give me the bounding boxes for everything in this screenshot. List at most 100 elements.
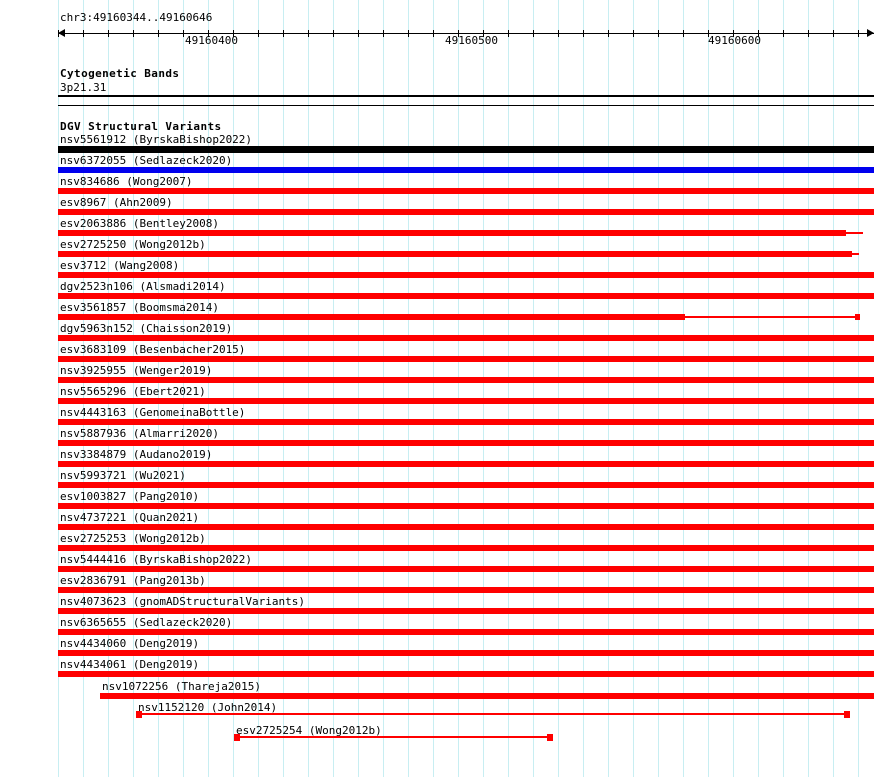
variant-bar[interactable]	[58, 335, 874, 341]
grid-line	[758, 0, 759, 777]
ruler-tick	[333, 30, 334, 37]
grid-line	[608, 0, 609, 777]
variant-bar[interactable]	[58, 398, 874, 404]
ruler-tick	[433, 30, 434, 37]
ruler-tick	[133, 30, 134, 37]
variant-bar[interactable]	[234, 736, 547, 738]
locus-label: chr3:49160344..49160646	[60, 11, 213, 24]
track-title-dgv-structural-variants: DGV Structural Variants	[60, 120, 222, 133]
grid-line	[58, 0, 59, 777]
grid-line	[808, 0, 809, 777]
ruler-tick	[533, 30, 534, 37]
variant-bar[interactable]	[58, 482, 874, 488]
grid-line	[358, 0, 359, 777]
ruler-tick	[733, 30, 734, 37]
variant-bar[interactable]	[58, 587, 874, 593]
variant-label: esv3561857 (Boomsma2014)	[60, 301, 219, 314]
ruler-tick	[308, 30, 309, 37]
variant-bar[interactable]	[58, 188, 874, 194]
grid-line	[258, 0, 259, 777]
variant-bar[interactable]	[58, 608, 874, 614]
ruler-tick	[383, 30, 384, 37]
ruler-tick	[633, 30, 634, 37]
ruler-tick	[833, 30, 834, 37]
ruler-tick	[483, 30, 484, 37]
variant-bar[interactable]	[58, 671, 874, 677]
ruler-tick	[183, 30, 184, 37]
variant-label: esv2836791 (Pang2013b)	[60, 574, 206, 587]
variant-label: nsv5561912 (ByrskaBishop2022)	[60, 133, 253, 146]
grid-line	[208, 0, 209, 777]
arrow-right-icon[interactable]	[867, 29, 874, 37]
variant-bar[interactable]	[58, 209, 874, 215]
variant-bar[interactable]	[846, 232, 863, 234]
variant-label: esv2725253 (Wong2012b)	[60, 532, 206, 545]
variant-bar[interactable]	[58, 293, 874, 299]
ruler-tick	[233, 30, 234, 37]
variant-bar[interactable]	[685, 316, 855, 318]
ruler-tick-label: 49160400	[185, 34, 238, 47]
ruler-tick	[783, 30, 784, 37]
grid-line	[783, 0, 784, 777]
cytoband-bar	[58, 95, 874, 97]
grid-line	[333, 0, 334, 777]
variant-bar[interactable]	[58, 503, 874, 509]
ruler-tick	[358, 30, 359, 37]
grid-line	[858, 0, 859, 777]
variant-bar[interactable]	[58, 251, 852, 257]
variant-bar[interactable]	[844, 711, 850, 718]
grid-line	[658, 0, 659, 777]
variant-bar[interactable]	[58, 440, 874, 446]
ruler-tick	[283, 30, 284, 37]
variant-label: dgv2523n106 (Alsmadi2014)	[60, 280, 226, 293]
variant-label: nsv4434060 (Deng2019)	[60, 637, 200, 650]
grid-line	[433, 0, 434, 777]
variant-bar[interactable]	[852, 253, 859, 255]
grid-line	[308, 0, 309, 777]
grid-line	[408, 0, 409, 777]
variant-label: esv3712 (Wang2008)	[60, 259, 180, 272]
variant-label: nsv4443163 (GenomeinaBottle)	[60, 406, 246, 419]
variant-label: nsv5444416 (ByrskaBishop2022)	[60, 553, 253, 566]
variant-bar[interactable]	[58, 419, 874, 425]
variant-bar[interactable]	[58, 314, 685, 320]
variant-label: nsv6365655 (Sedlazeck2020)	[60, 616, 233, 629]
variant-bar[interactable]	[58, 356, 874, 362]
variant-bar[interactable]	[58, 461, 874, 467]
ruler-tick	[408, 30, 409, 37]
grid-line	[708, 0, 709, 777]
variant-bar[interactable]	[855, 314, 860, 320]
variant-bar[interactable]	[58, 650, 874, 656]
grid-line	[558, 0, 559, 777]
variant-bar[interactable]	[58, 524, 874, 530]
variant-bar[interactable]	[58, 377, 874, 383]
variant-label: nsv1152120 (John2014)	[138, 701, 278, 714]
variant-bar[interactable]	[547, 734, 553, 741]
grid-line	[533, 0, 534, 777]
ruler-tick	[158, 30, 159, 37]
variant-bar[interactable]	[58, 146, 874, 153]
grid-line	[508, 0, 509, 777]
variant-bar[interactable]	[136, 713, 844, 715]
cytoband-label: 3p21.31	[60, 81, 107, 94]
variant-label: esv2063886 (Bentley2008)	[60, 217, 219, 230]
ruler-tick	[808, 30, 809, 37]
variant-bar[interactable]	[58, 230, 846, 236]
ruler-tick	[583, 30, 584, 37]
grid-line	[733, 0, 734, 777]
grid-line	[583, 0, 584, 777]
arrow-left-icon[interactable]	[58, 29, 65, 37]
ruler-tick	[258, 30, 259, 37]
ruler-tick	[658, 30, 659, 37]
variant-bar[interactable]	[100, 693, 874, 699]
variant-bar[interactable]	[58, 629, 874, 635]
variant-bar[interactable]	[58, 566, 874, 572]
variant-label: esv2725250 (Wong2012b)	[60, 238, 206, 251]
variant-label: nsv3925955 (Wenger2019)	[60, 364, 213, 377]
grid-line	[633, 0, 634, 777]
variant-bar[interactable]	[58, 167, 874, 173]
ruler-tick	[458, 30, 459, 37]
variant-bar[interactable]	[58, 545, 874, 551]
variant-label: esv8967 (Ahn2009)	[60, 196, 173, 209]
variant-bar[interactable]	[58, 272, 874, 278]
